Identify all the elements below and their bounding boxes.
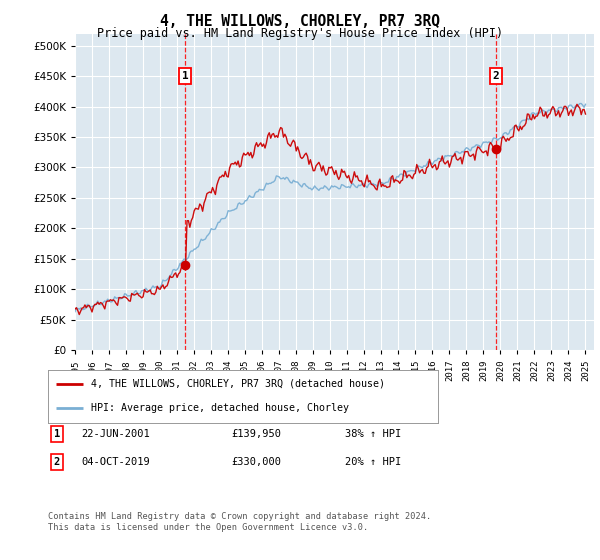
Text: 38% ↑ HPI: 38% ↑ HPI: [345, 429, 401, 439]
Text: 2: 2: [54, 457, 60, 467]
Text: £139,950: £139,950: [231, 429, 281, 439]
Text: 22-JUN-2001: 22-JUN-2001: [81, 429, 150, 439]
Text: 4, THE WILLOWS, CHORLEY, PR7 3RQ: 4, THE WILLOWS, CHORLEY, PR7 3RQ: [160, 14, 440, 29]
Text: Contains HM Land Registry data © Crown copyright and database right 2024.
This d: Contains HM Land Registry data © Crown c…: [48, 512, 431, 532]
Text: 1: 1: [182, 71, 188, 81]
Text: 2: 2: [493, 71, 500, 81]
Text: 04-OCT-2019: 04-OCT-2019: [81, 457, 150, 467]
Text: 20% ↑ HPI: 20% ↑ HPI: [345, 457, 401, 467]
Text: 4, THE WILLOWS, CHORLEY, PR7 3RQ (detached house): 4, THE WILLOWS, CHORLEY, PR7 3RQ (detach…: [91, 379, 385, 389]
Text: 1: 1: [54, 429, 60, 439]
Text: £330,000: £330,000: [231, 457, 281, 467]
Text: HPI: Average price, detached house, Chorley: HPI: Average price, detached house, Chor…: [91, 403, 349, 413]
Text: Price paid vs. HM Land Registry's House Price Index (HPI): Price paid vs. HM Land Registry's House …: [97, 27, 503, 40]
